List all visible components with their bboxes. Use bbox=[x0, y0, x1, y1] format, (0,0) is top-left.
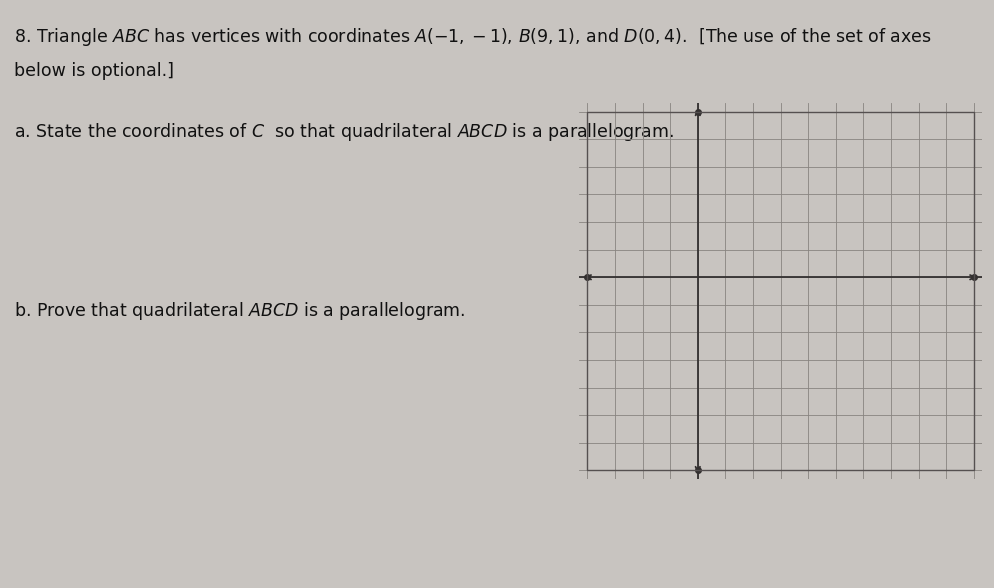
Text: below is optional.]: below is optional.] bbox=[15, 62, 174, 80]
Text: 8. Triangle $ABC$ has vertices with coordinates $A(-1,-1)$, $B(9,1)$, and $D(0,4: 8. Triangle $ABC$ has vertices with coor… bbox=[15, 26, 931, 48]
Text: b. Prove that quadrilateral $ABCD$ is a parallelogram.: b. Prove that quadrilateral $ABCD$ is a … bbox=[15, 300, 465, 322]
Text: a. State the coordinates of $C$  so that quadrilateral $ABCD$ is a parallelogram: a. State the coordinates of $C$ so that … bbox=[15, 121, 674, 142]
